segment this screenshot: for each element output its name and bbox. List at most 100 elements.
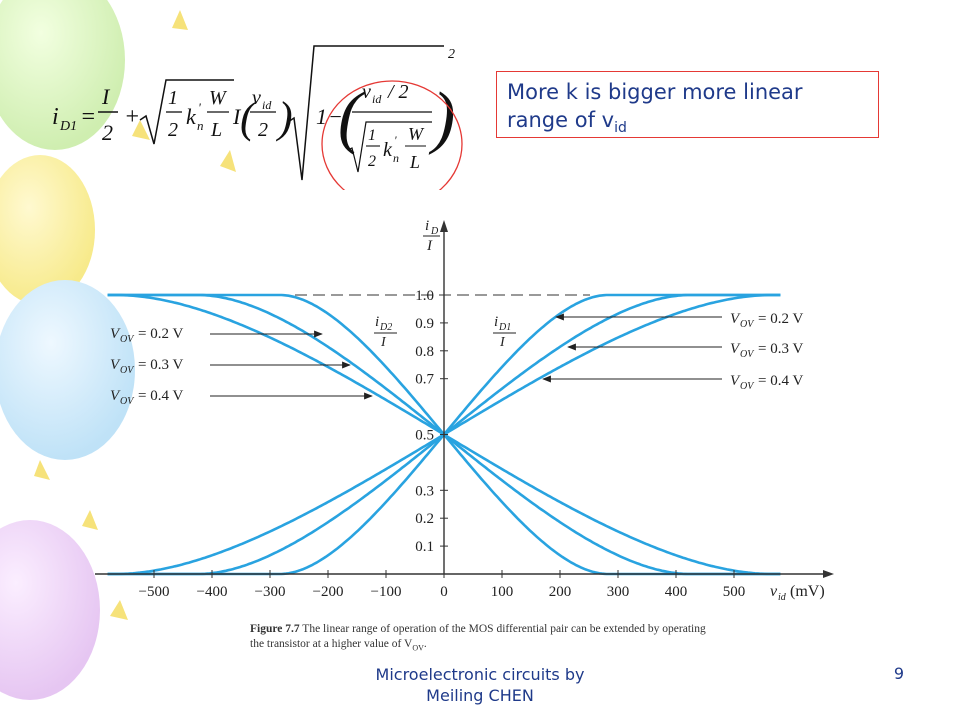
footer-line-2: Meiling CHEN bbox=[426, 686, 534, 705]
caption-text: The linear range of operation of the MOS… bbox=[250, 623, 706, 650]
formula-vid-sub: id bbox=[262, 98, 272, 112]
y-tick-label: 0.2 bbox=[415, 511, 434, 527]
x-tick-label: −300 bbox=[255, 584, 286, 600]
formula-vid-b: v bbox=[362, 81, 371, 103]
footer-credit: Microelectronic circuits by Meiling CHEN bbox=[330, 664, 630, 706]
curve-label-id2-sub: D2 bbox=[379, 322, 392, 333]
vov-right-2-value: = 0.3 V bbox=[758, 341, 803, 357]
x-tick-label: −400 bbox=[197, 584, 228, 600]
formula-k-b-sub: n bbox=[393, 151, 399, 165]
formula-lhs-sub: D1 bbox=[59, 119, 77, 134]
plot-svg: −500 −400 −300 −200 −100 0 100 200 300 400 500 0.1 0… bbox=[95, 218, 834, 603]
vov-right-3: V bbox=[730, 373, 741, 389]
vov-right-3-value: = 0.4 V bbox=[758, 373, 803, 389]
vov-left-2-value: = 0.3 V bbox=[138, 357, 183, 373]
formula-big-paren-open: ( bbox=[338, 79, 365, 156]
balloon-purple bbox=[0, 520, 100, 700]
vov-left-3-value: = 0.4 V bbox=[138, 388, 183, 404]
vov-left-3: V bbox=[110, 388, 121, 404]
vov-right-2: V bbox=[730, 341, 741, 357]
y-tick-label: 0.9 bbox=[415, 316, 434, 332]
formula-exponent: 2 bbox=[448, 47, 455, 62]
vov-left-2: V bbox=[110, 357, 121, 373]
x-tick-label: 0 bbox=[440, 584, 448, 600]
annotations-group: i D I v id (mV) i D2 I i D1 I V OV = 0.2… bbox=[110, 218, 825, 603]
x-tick-label: 400 bbox=[665, 584, 688, 600]
ticks-group: −500 −400 −300 −200 −100 0 100 200 300 400 500 0.1 0… bbox=[139, 288, 746, 600]
note-text: More k is bigger more linear range of v bbox=[507, 80, 803, 132]
vov-left-2-sub: OV bbox=[120, 365, 135, 376]
formula-paren-open: ( bbox=[240, 93, 257, 142]
figure-caption: Figure 7.7 The linear range of operation… bbox=[250, 622, 710, 655]
curve-label-id1-sub: D1 bbox=[498, 322, 511, 333]
vov-left-3-sub: OV bbox=[120, 396, 135, 407]
x-tick-label: −200 bbox=[313, 584, 344, 600]
formula-k-sup: ' bbox=[198, 100, 201, 115]
formula-k: k bbox=[186, 104, 197, 129]
note-subscript: id bbox=[614, 120, 627, 137]
x-tick-label: 300 bbox=[607, 584, 630, 600]
y-axis-label-top: i bbox=[425, 218, 429, 234]
formula-plus: + bbox=[124, 104, 140, 130]
formula-k-b: k bbox=[383, 139, 393, 161]
vov-right-3-sub: OV bbox=[740, 381, 755, 392]
axes-group bbox=[95, 220, 834, 578]
formula-I: I bbox=[101, 84, 111, 109]
vov-right-1-sub: OV bbox=[740, 319, 755, 330]
formula-k-b-sup: ' bbox=[394, 133, 397, 147]
footer-line-1: Microelectronic circuits by bbox=[375, 665, 585, 684]
transfer-characteristic-plot: −500 −400 −300 −200 −100 0 100 200 300 400 500 0.1 0… bbox=[90, 212, 840, 612]
x-tick-label: 200 bbox=[549, 584, 572, 600]
note-box: More k is bigger more linear range of vi… bbox=[496, 71, 879, 138]
x-tick-label: 500 bbox=[723, 584, 746, 600]
y-axis-label-bottom: I bbox=[426, 238, 433, 254]
page-number: 9 bbox=[893, 664, 905, 683]
x-tick-label: 100 bbox=[491, 584, 514, 600]
vov-left-1-value: = 0.2 V bbox=[138, 326, 183, 342]
x-axis-label: v bbox=[770, 583, 778, 600]
caption-end: . bbox=[423, 638, 427, 650]
y-axis-arrow bbox=[440, 220, 448, 232]
y-tick-label: 0.5 bbox=[415, 428, 434, 444]
x-tick-label: −500 bbox=[139, 584, 170, 600]
caption-sub: OV bbox=[412, 643, 424, 653]
y-tick-label: 0.8 bbox=[415, 344, 434, 360]
formula-half: / 2 bbox=[387, 81, 409, 103]
x-axis-unit: (mV) bbox=[790, 583, 825, 600]
curve-label-id1-den: I bbox=[499, 335, 506, 350]
formula-two-b: 2 bbox=[168, 119, 178, 141]
formula-two-d: 2 bbox=[368, 153, 376, 170]
vov-right-1: V bbox=[730, 311, 741, 327]
formula-W-b: W bbox=[408, 124, 425, 144]
formula-minus: − bbox=[328, 104, 343, 129]
formula-one-c: 1 bbox=[368, 127, 376, 144]
vov-right-1-value: = 0.2 V bbox=[758, 311, 803, 327]
vov-left-1: V bbox=[110, 326, 121, 342]
formula-L: L bbox=[210, 119, 222, 141]
drain-current-formula: i D1 = I 2 + 1 2 k n ' W L I ( v id 2 ) bbox=[52, 40, 472, 208]
caption-label: Figure 7.7 bbox=[250, 623, 300, 635]
y-tick-label: 0.7 bbox=[415, 372, 434, 388]
formula-vid-b-sub: id bbox=[372, 92, 382, 106]
formula-one-b: 1 bbox=[316, 104, 327, 129]
curve-label-id2: i bbox=[375, 314, 379, 330]
formula-vid: v bbox=[252, 87, 261, 109]
x-axis-label-sub: id bbox=[778, 592, 787, 603]
vov-right-2-sub: OV bbox=[740, 349, 755, 360]
formula-one: 1 bbox=[168, 87, 178, 109]
formula-k-sub: n bbox=[197, 118, 204, 133]
formula-two-c: 2 bbox=[258, 119, 268, 141]
formula-L-b: L bbox=[409, 152, 420, 172]
formula-I2: I bbox=[232, 104, 242, 129]
curve-label-id2-den: I bbox=[380, 335, 387, 350]
vov-left-1-sub: OV bbox=[120, 334, 135, 345]
y-tick-label: 1.0 bbox=[415, 288, 434, 304]
formula-2: 2 bbox=[102, 120, 113, 145]
formula-equals: = bbox=[80, 104, 96, 130]
y-tick-label: 0.1 bbox=[415, 539, 434, 555]
y-axis-label-top-sub: D bbox=[430, 226, 439, 237]
x-tick-label: −100 bbox=[371, 584, 402, 600]
y-tick-label: 0.3 bbox=[415, 483, 434, 499]
x-axis-arrow bbox=[823, 570, 834, 578]
formula-W: W bbox=[209, 87, 228, 109]
